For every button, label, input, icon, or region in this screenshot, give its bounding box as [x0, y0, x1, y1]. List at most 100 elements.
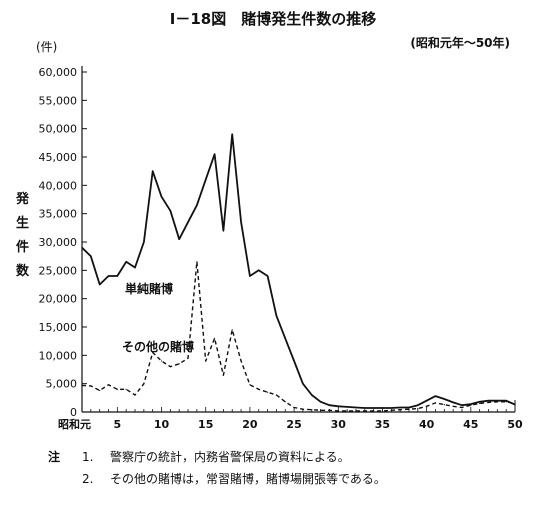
- data-point: [178, 238, 180, 240]
- series-line-2: [81, 261, 516, 412]
- y-tick-label: 60,000: [39, 66, 78, 79]
- data-point: [452, 401, 454, 403]
- data-point: [443, 404, 445, 406]
- data-point: [434, 402, 437, 404]
- data-point: [399, 406, 401, 409]
- y-tick-label: 0: [70, 406, 77, 419]
- data-point: [496, 401, 498, 403]
- note-number: 2.: [82, 472, 94, 486]
- data-point: [90, 385, 92, 387]
- notes: 注 1. 警察庁の統計，内務省警保局の資料による。 2. その他の賭博は，常習賭…: [48, 446, 386, 490]
- data-point: [408, 408, 410, 410]
- data-point: [390, 407, 392, 409]
- data-point: [152, 351, 154, 354]
- data-point: [187, 357, 189, 359]
- data-point: [222, 230, 224, 232]
- y-tick-label: 5,000: [46, 378, 78, 391]
- data-point: [319, 401, 322, 403]
- x-tick-label: 45: [463, 418, 478, 431]
- series-line-1: [81, 133, 516, 409]
- data-point: [293, 360, 295, 362]
- data-point: [231, 133, 233, 135]
- data-point: [461, 404, 463, 406]
- chart-title: Ⅰ－18図 賭博発生件数の推移: [169, 10, 377, 28]
- data-point: [284, 401, 286, 403]
- y-tick-label: 40,000: [39, 179, 78, 192]
- data-point: [470, 404, 472, 406]
- data-point: [373, 410, 375, 412]
- data-point: [373, 407, 375, 409]
- data-point: [461, 406, 463, 409]
- data-point: [417, 408, 419, 410]
- x-tick-label: 50: [507, 418, 523, 431]
- note-lead: 注: [48, 450, 61, 464]
- data-point: [116, 388, 118, 390]
- data-point: [90, 255, 92, 257]
- note-text: その他の賭博は，常習賭博，賭博場開張等である。: [110, 472, 386, 486]
- data-point: [399, 409, 401, 411]
- note-text: 警察庁の統計，内務省警保局の資料による。: [110, 450, 350, 464]
- data-point: [178, 363, 180, 365]
- x-tick-label: 35: [375, 418, 390, 431]
- x-tick-label: 40: [419, 418, 435, 431]
- data-point: [275, 315, 278, 317]
- note-number: 1.: [82, 450, 94, 464]
- series-group: [81, 133, 516, 412]
- data-point: [426, 405, 428, 407]
- data-point: [107, 384, 110, 386]
- y-tick-label: 25,000: [39, 264, 78, 277]
- data-point: [434, 395, 437, 397]
- y-tick-label: 45,000: [39, 151, 78, 164]
- data-point: [328, 409, 331, 411]
- data-point: [355, 406, 357, 409]
- y-tick-label: 20,000: [39, 293, 78, 306]
- data-point: [116, 275, 118, 277]
- data-point: [381, 407, 384, 409]
- x-tick-label: 15: [198, 418, 213, 431]
- data-point: [160, 360, 163, 362]
- data-point: [293, 406, 295, 409]
- data-point: [337, 410, 339, 412]
- data-point: [213, 153, 216, 155]
- y-tick-label: 10,000: [39, 349, 78, 362]
- data-point: [107, 275, 110, 277]
- line-chart: 0 5,000 10,000 15,000 20,000 25,000 30,000 35,0…: [39, 66, 523, 431]
- data-point: [266, 391, 269, 393]
- data-point: [275, 394, 278, 396]
- data-point: [99, 389, 101, 392]
- chart-subtitle: (昭和元年～50年): [410, 36, 510, 50]
- data-point: [302, 383, 304, 385]
- data-point: [390, 409, 392, 411]
- x-tick-label: 30: [331, 418, 347, 431]
- y-tick-label: 30,000: [39, 236, 78, 249]
- data-point: [311, 409, 313, 411]
- data-point: [346, 406, 348, 408]
- data-point: [505, 401, 507, 403]
- data-point: [134, 394, 136, 396]
- data-point: [231, 329, 233, 331]
- y-axis-label: 発生件数: [16, 192, 30, 279]
- data-point: [408, 406, 410, 409]
- data-point: [364, 407, 366, 409]
- y-tick-label: 35,000: [39, 208, 78, 221]
- y-ticks: 0 5,000 10,000 15,000 20,000 25,000 30,000 35,0…: [39, 66, 87, 419]
- x-tick-label: 昭和元: [58, 417, 91, 431]
- data-point: [426, 400, 428, 402]
- axes: [81, 66, 516, 413]
- data-point: [381, 410, 384, 412]
- data-point: [487, 400, 490, 402]
- y-tick-label: 50,000: [39, 123, 78, 136]
- data-point: [160, 196, 163, 198]
- data-point: [487, 401, 490, 403]
- data-point: [479, 402, 481, 405]
- data-point: [196, 261, 198, 263]
- data-point: [505, 400, 507, 402]
- data-point: [196, 204, 198, 206]
- data-point: [205, 360, 207, 362]
- data-point: [125, 261, 127, 263]
- series-label: その他の賭博: [122, 339, 194, 354]
- x-tick-label: 20: [242, 418, 258, 431]
- y-tick-label: 55,000: [39, 94, 78, 107]
- data-point: [258, 388, 260, 390]
